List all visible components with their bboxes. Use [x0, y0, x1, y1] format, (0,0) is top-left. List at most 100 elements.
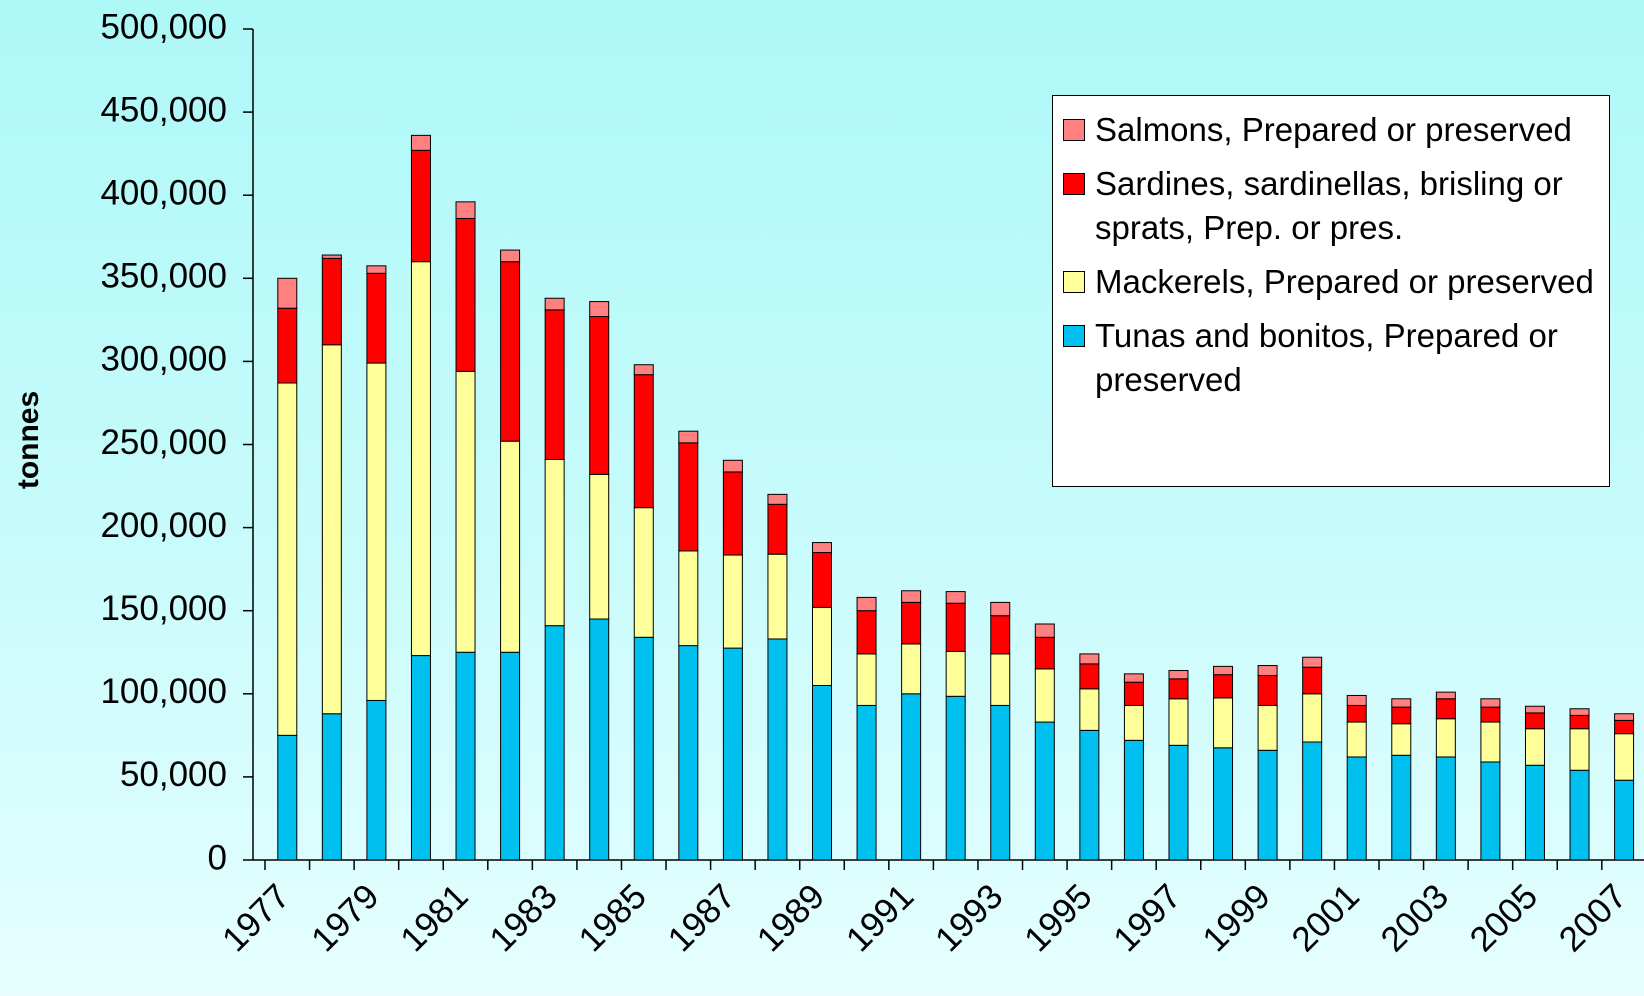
bar-segment: [1213, 747, 1234, 861]
x-tick-label: 2005: [1463, 877, 1546, 960]
bar-segment: [455, 370, 476, 653]
x-tick-label: 2001: [1284, 877, 1367, 960]
bar-segment: [901, 590, 922, 603]
bar-segment: [856, 596, 877, 612]
bar-segment: [990, 704, 1011, 861]
bar-segment: [1391, 723, 1412, 756]
bar-segment: [901, 693, 922, 861]
bar-segment: [1123, 704, 1144, 741]
x-tick-label: 2007: [1552, 877, 1635, 960]
bar-segment: [1302, 693, 1323, 743]
bar-segment: [1257, 665, 1278, 677]
bar-segment: [1034, 668, 1055, 723]
y-tick-label: 50,000: [120, 755, 227, 794]
bar-segment: [767, 493, 788, 505]
bar-segment: [633, 507, 654, 638]
bar-segment: [1614, 733, 1635, 781]
y-tick-label: 400,000: [100, 173, 227, 212]
bar-segment: [1569, 714, 1590, 730]
bar-segment: [500, 249, 521, 263]
bar-segment: [1391, 706, 1412, 725]
bar-segment: [722, 459, 743, 473]
bar-segment: [1079, 729, 1100, 861]
y-tick-label: 200,000: [100, 506, 227, 545]
bar-segment: [1168, 744, 1189, 861]
bar-segment: [1302, 741, 1323, 861]
bar-segment: [1614, 713, 1635, 721]
y-tick-label: 300,000: [100, 340, 227, 379]
bar-segment: [767, 503, 788, 555]
bar-segment: [500, 440, 521, 653]
bar-segment: [945, 695, 966, 861]
bar-segment: [722, 471, 743, 556]
bar-segment: [366, 362, 387, 701]
bar-segment: [633, 374, 654, 509]
bar-segment: [1079, 688, 1100, 731]
bar-segment: [633, 364, 654, 376]
bar-segment: [277, 277, 298, 309]
bar-segment: [1524, 712, 1545, 730]
bar-segment: [1213, 674, 1234, 699]
bar-segment: [1123, 673, 1144, 683]
bar-segment: [1346, 721, 1367, 758]
x-tick-label: 1977: [215, 877, 298, 960]
bar-segment: [1524, 728, 1545, 766]
y-axis-label: tonnes: [12, 391, 45, 489]
bar-segment: [1123, 739, 1144, 861]
bar-segment: [1079, 653, 1100, 665]
bar-segment: [1524, 705, 1545, 714]
bar-segment: [1480, 706, 1501, 723]
bar-segment: [722, 554, 743, 649]
bar-segment: [1034, 636, 1055, 670]
bar-segment: [1346, 704, 1367, 723]
legend-swatch: [1063, 119, 1085, 141]
bar-segment: [990, 601, 1011, 617]
bar-segment: [1435, 718, 1456, 758]
x-tick-label: 1993: [928, 877, 1011, 960]
x-tick-label: 1999: [1195, 877, 1278, 960]
bar-segment: [321, 344, 342, 715]
bar-segment: [455, 217, 476, 372]
bar-segment: [1168, 698, 1189, 746]
bar-segment: [1213, 697, 1234, 749]
bar-segment: [589, 316, 610, 475]
bar-segment: [1480, 761, 1501, 861]
bar-segment: [633, 636, 654, 861]
bar-segment: [500, 261, 521, 442]
x-tick-label: 1991: [839, 877, 922, 960]
bar-segment: [1257, 675, 1278, 706]
y-tick-label: 150,000: [100, 589, 227, 628]
bar-segment: [901, 601, 922, 645]
bar-segment: [678, 550, 699, 647]
y-tick-label: 0: [208, 838, 227, 877]
bar-segment: [589, 301, 610, 318]
bar-segment: [410, 149, 431, 263]
bar-segment: [544, 625, 565, 861]
bar-segment: [1435, 691, 1456, 700]
bar-segment: [1168, 678, 1189, 700]
bar-segment: [678, 645, 699, 861]
bar-segment: [277, 307, 298, 384]
x-tick-label: 2003: [1373, 877, 1456, 960]
bar-segment: [321, 254, 342, 259]
legend-label: Salmons, Prepared or preserved: [1095, 111, 1572, 148]
bar-segment: [812, 684, 832, 861]
bar-segment: [722, 647, 743, 861]
bar-segment: [277, 382, 298, 736]
x-tick-label: 1987: [660, 877, 743, 960]
y-tick-label: 450,000: [100, 90, 227, 129]
bar-segment: [812, 552, 832, 608]
legend-swatch: [1063, 173, 1085, 195]
bar-segment: [990, 615, 1011, 655]
bar-segment: [589, 618, 610, 861]
bar-segment: [1569, 728, 1590, 771]
bar-segment: [1302, 666, 1323, 695]
bar-segment: [1123, 681, 1144, 706]
bar-segment: [1391, 754, 1412, 861]
bar-segment: [1480, 721, 1501, 763]
bar-segment: [901, 643, 922, 695]
legend-label: Tunas and bonitos, Prepared or preserved: [1095, 317, 1558, 398]
bar-segment: [544, 297, 565, 311]
y-tick-label: 350,000: [100, 257, 227, 296]
